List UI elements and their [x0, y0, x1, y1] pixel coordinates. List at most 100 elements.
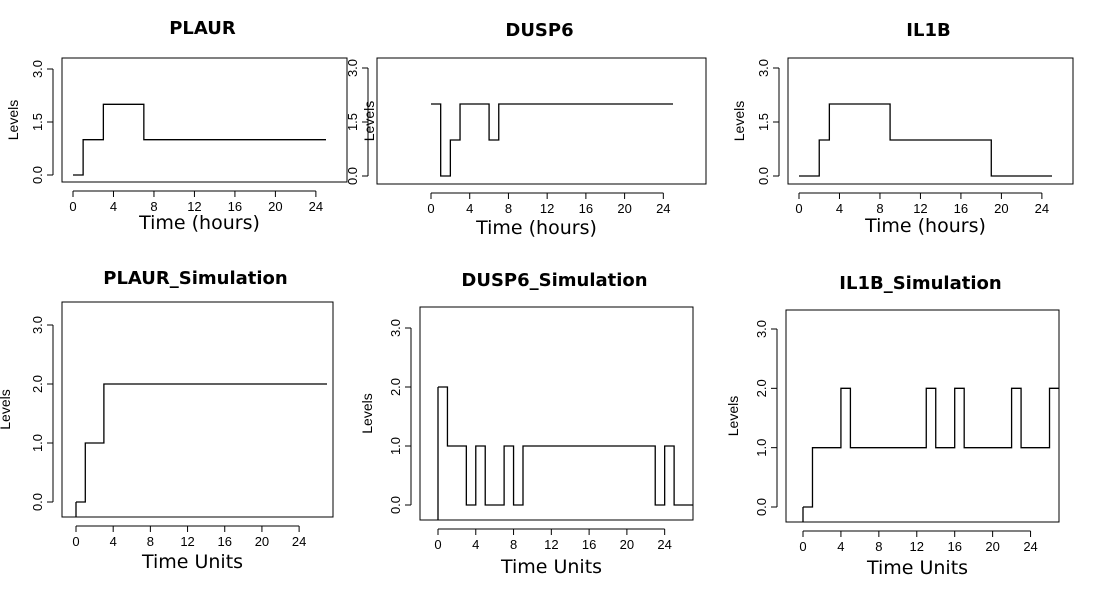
plot-frame: [419, 306, 694, 521]
y-axis-label: Levels: [725, 396, 741, 436]
x-tick-label: 8: [510, 537, 517, 552]
x-tick-label: 0: [69, 199, 76, 214]
x-tick-label: 20: [268, 199, 282, 214]
y-tick-label: 3.0: [756, 59, 771, 77]
chart-panel-dusp6: DUSP6 0 4 8 12 16 20 24 0.0 1.5 3.0 Time (hours) Lev…: [345, 0, 734, 262]
x-tick-label: 24: [657, 537, 671, 552]
x-tick-label: 20: [620, 537, 634, 552]
x-axis-label: Time (hours): [475, 217, 597, 239]
x-tick-label: 16: [582, 537, 596, 552]
plot-frame: [61, 57, 348, 183]
chart-svg: IL1B_Simulation 0 4 8 12 16 20 24 0.0 1.0 2.0 3.0 Ti…: [725, 273, 1060, 579]
plot-frame: [785, 309, 1060, 523]
chart-panel-il1b-simulation: IL1B_Simulation 0 4 8 12 16 20 24 0.0 1.0 2.0 3.0 Ti…: [725, 262, 1100, 579]
chart-panel-plaur-simulation: PLAUR_Simulation 0 4 8 12 16 20 24 0.0 1.0 2.0 3.0 T…: [0, 262, 367, 573]
x-tick-label: 16: [579, 201, 593, 216]
x-tick-label: 16: [218, 534, 232, 549]
chart-svg: PLAUR_Simulation 0 4 8 12 16 20 24 0.0 1.0 2.0 3.0 T…: [0, 268, 334, 573]
x-tick-label: 16: [954, 201, 968, 216]
x-tick-label: 0: [799, 539, 806, 554]
x-tick-label: 4: [837, 539, 844, 554]
x-tick-label: 4: [836, 201, 843, 216]
series-step-line: [76, 383, 327, 503]
y-tick-label: 1.5: [345, 113, 360, 131]
chart-title: PLAUR: [169, 18, 236, 39]
x-tick-label: 24: [309, 199, 323, 214]
chart-panel-plaur: PLAUR 0 4 8 12 16 20 24 0.0 1.5 3.0 Time (hours) Lev…: [0, 0, 367, 262]
series-step-line: [431, 103, 673, 177]
x-tick-label: 0: [427, 201, 434, 216]
x-tick-label: 8: [876, 201, 883, 216]
x-tick-label: 4: [472, 537, 479, 552]
y-tick-label: 0.0: [756, 167, 771, 185]
series-step-line: [438, 386, 693, 506]
chart-svg: PLAUR 0 4 8 12 16 20 24 0.0 1.5 3.0 Time (hours) Lev…: [5, 18, 348, 234]
y-tick-label: 1.5: [756, 113, 771, 131]
x-axis-label: Time Units: [866, 557, 968, 579]
x-tick-label: 24: [1035, 201, 1049, 216]
x-tick-label: 20: [994, 201, 1008, 216]
y-tick-label: 0.0: [388, 496, 403, 514]
x-tick-label: 24: [656, 201, 670, 216]
chart-svg: IL1B 0 4 8 12 16 20 24 0.0 1.5 3.0 Time (hours) Leve…: [731, 20, 1074, 237]
y-tick-label: 1.0: [754, 439, 769, 457]
plot-frame: [61, 301, 334, 518]
x-tick-label: 16: [228, 199, 242, 214]
chart-panel-il1b: IL1B 0 4 8 12 16 20 24 0.0 1.5 3.0 Time (hours) Leve…: [731, 0, 1100, 262]
chart-title: IL1B_Simulation: [839, 273, 1001, 294]
y-tick-label: 2.0: [388, 378, 403, 396]
plot-frame: [376, 57, 707, 185]
x-tick-label: 0: [795, 201, 802, 216]
x-tick-label: 8: [147, 534, 154, 549]
chart-title: PLAUR_Simulation: [103, 268, 288, 289]
x-tick-label: 20: [985, 539, 999, 554]
x-axis-label: Time Units: [500, 556, 602, 578]
y-tick-label: 0.0: [345, 167, 360, 185]
y-tick-label: 1.0: [30, 434, 45, 452]
x-tick-label: 0: [72, 534, 79, 549]
x-tick-label: 4: [466, 201, 473, 216]
y-axis-label: Levels: [5, 100, 21, 140]
chart-svg: DUSP6_Simulation 0 4 8 12 16 20 24 0.0 1.0 2.0 3.0 T…: [359, 270, 694, 578]
x-tick-label: 12: [187, 199, 201, 214]
x-tick-label: 0: [434, 537, 441, 552]
x-tick-label: 4: [110, 199, 117, 214]
plot-frame: [787, 57, 1074, 185]
y-tick-label: 3.0: [388, 319, 403, 337]
x-tick-label: 8: [505, 201, 512, 216]
x-tick-label: 4: [110, 534, 117, 549]
x-tick-label: 12: [540, 201, 554, 216]
x-tick-label: 8: [150, 199, 157, 214]
y-tick-label: 1.0: [388, 437, 403, 455]
y-axis-label: Levels: [0, 389, 13, 429]
y-axis-label: Levels: [359, 393, 375, 433]
y-tick-label: 3.0: [754, 320, 769, 338]
y-tick-label: 3.0: [30, 316, 45, 334]
x-axis-label: Time (hours): [138, 212, 260, 234]
x-tick-label: 8: [875, 539, 882, 554]
chart-title: DUSP6_Simulation: [461, 270, 647, 291]
x-tick-label: 24: [292, 534, 306, 549]
x-tick-label: 24: [1023, 539, 1037, 554]
chart-title: IL1B: [906, 20, 950, 41]
x-tick-label: 12: [544, 537, 558, 552]
series-step-line: [803, 387, 1059, 508]
y-axis-label: Levels: [361, 101, 377, 141]
chart-svg: DUSP6 0 4 8 12 16 20 24 0.0 1.5 3.0 Time (hours) Lev…: [345, 20, 707, 239]
y-tick-label: 0.0: [30, 493, 45, 511]
x-tick-label: 16: [947, 539, 961, 554]
x-axis-label: Time Units: [141, 551, 243, 573]
series-step-line: [799, 103, 1052, 177]
y-tick-label: 2.0: [30, 375, 45, 393]
chart-panel-dusp6-simulation: DUSP6_Simulation 0 4 8 12 16 20 24 0.0 1.0 2.0 3.0 T…: [359, 262, 734, 578]
y-tick-label: 0.0: [30, 166, 45, 184]
x-tick-label: 20: [255, 534, 269, 549]
x-tick-label: 12: [913, 201, 927, 216]
x-tick-label: 12: [180, 534, 194, 549]
series-step-line: [73, 103, 326, 176]
y-tick-label: 3.0: [30, 60, 45, 78]
x-tick-label: 20: [617, 201, 631, 216]
chart-title: DUSP6: [505, 20, 573, 41]
x-tick-label: 12: [910, 539, 924, 554]
y-axis-label: Levels: [731, 101, 747, 141]
